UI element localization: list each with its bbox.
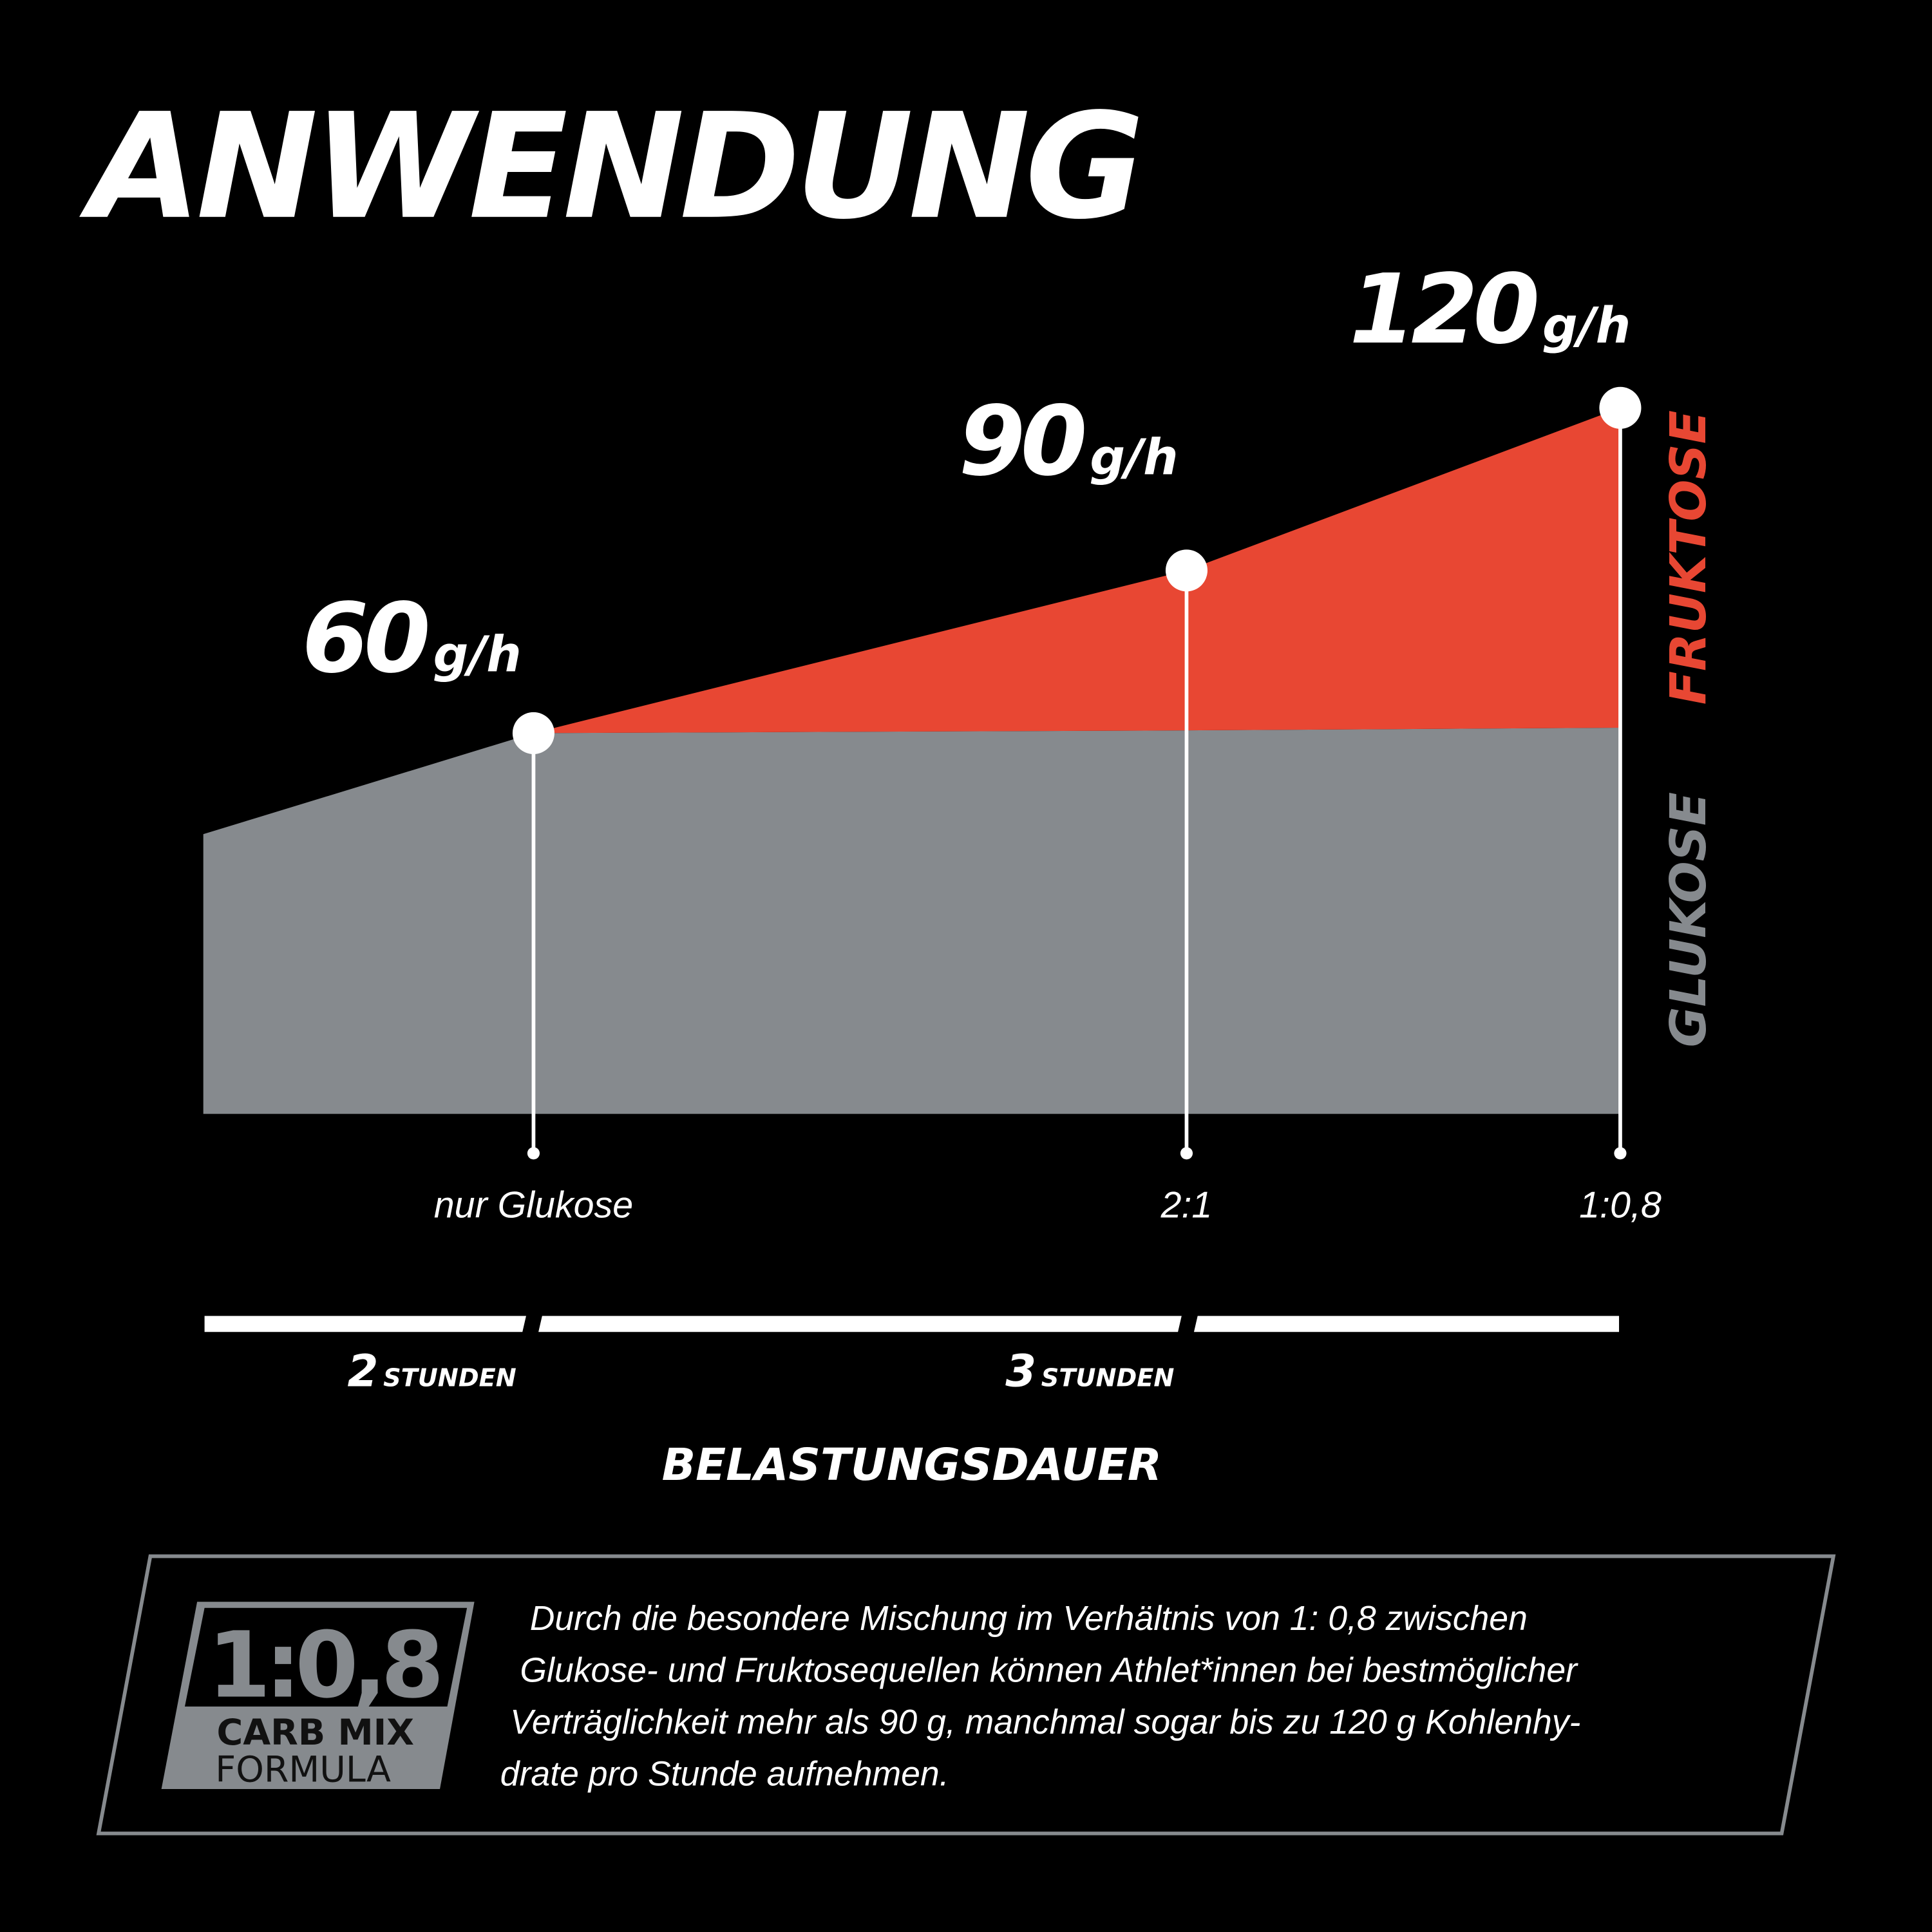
glukose-area	[203, 727, 1620, 1114]
info-text-line: Glukose- und Fruktosequellen können Athl…	[520, 1652, 1578, 1690]
info-text-line: Durch die besondere Mischung im Verhältn…	[530, 1600, 1528, 1638]
duration-bar-3h	[538, 1316, 1182, 1332]
series-label-glukose: GLUKOSE	[1660, 792, 1718, 1047]
axis-tick-dot	[527, 1147, 540, 1160]
category-label: 2:1	[1160, 1184, 1213, 1226]
data-label: 60 g/h	[302, 583, 522, 695]
page-title: ANWENDUNG	[79, 82, 1140, 252]
badge-ratio: 1:0,8	[207, 1613, 439, 1719]
category-label: 1:0,8	[1579, 1184, 1662, 1226]
data-point	[1599, 386, 1642, 429]
badge-line1: CARB MIX	[217, 1712, 415, 1754]
data-label: 90 g/h	[959, 386, 1179, 498]
category-label: nur Glukose	[434, 1184, 633, 1226]
fruktose-area	[533, 408, 1620, 734]
series-label-fruktose: FRUKTOSE	[1660, 410, 1718, 705]
duration-bar-4h	[1193, 1316, 1620, 1332]
info-text-line: Verträglichkeit mehr als 90 g, manchmal …	[510, 1703, 1580, 1741]
data-point	[512, 712, 554, 754]
carb-mix-badge: 1:0,8 CARB MIX FORMULA	[161, 1602, 475, 1791]
data-point	[1165, 549, 1208, 592]
duration-label-3h: 3 STUNDEN	[1005, 1345, 1174, 1397]
axis-tick-dot	[1614, 1147, 1627, 1160]
duration-label-2h: 2 STUNDEN	[348, 1345, 516, 1397]
data-label: 120 g/h	[1349, 254, 1631, 366]
x-axis-label: BELASTUNGSDAUER	[662, 1439, 1162, 1491]
chart: 60 g/h 90 g/h 120 g/h	[203, 254, 1642, 1160]
axis-tick-dot	[1180, 1147, 1193, 1160]
info-box	[96, 1554, 1836, 1835]
badge-line2: FORMULA	[215, 1750, 391, 1791]
duration-bar-2h	[204, 1316, 526, 1332]
info-text-line: drate pro Stunde aufnehmen.	[500, 1755, 949, 1793]
